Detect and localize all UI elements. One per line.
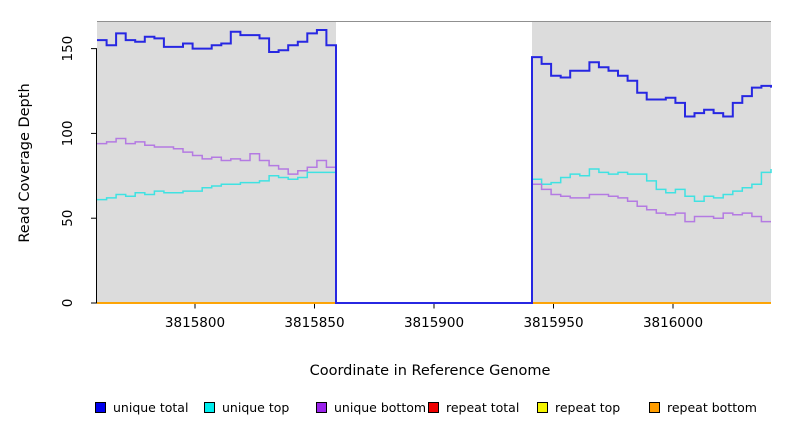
y-axis-title: Read Coverage Depth bbox=[17, 83, 33, 243]
x-tick-label: 3815800 bbox=[165, 315, 225, 331]
x-tick-label: 3815850 bbox=[284, 315, 344, 331]
x-tick-label: 3815900 bbox=[404, 315, 464, 331]
y-tick-label: 50 bbox=[60, 210, 76, 227]
y-tick-label: 150 bbox=[60, 36, 76, 62]
y-tick-label: 100 bbox=[60, 121, 76, 147]
shaded-region-left bbox=[97, 22, 337, 303]
no-data-gap bbox=[336, 22, 532, 303]
x-axis-title: Coordinate in Reference Genome bbox=[309, 363, 551, 379]
shaded-region-right bbox=[531, 22, 771, 303]
y-tick-label: 0 bbox=[60, 299, 76, 308]
series-unique-total-line bbox=[97, 29, 772, 304]
series-unique-bottom-line bbox=[97, 137, 771, 223]
x-tick-label: 3816000 bbox=[643, 315, 703, 331]
series-unique-top-line bbox=[97, 168, 772, 202]
x-tick-label: 3815950 bbox=[523, 315, 583, 331]
